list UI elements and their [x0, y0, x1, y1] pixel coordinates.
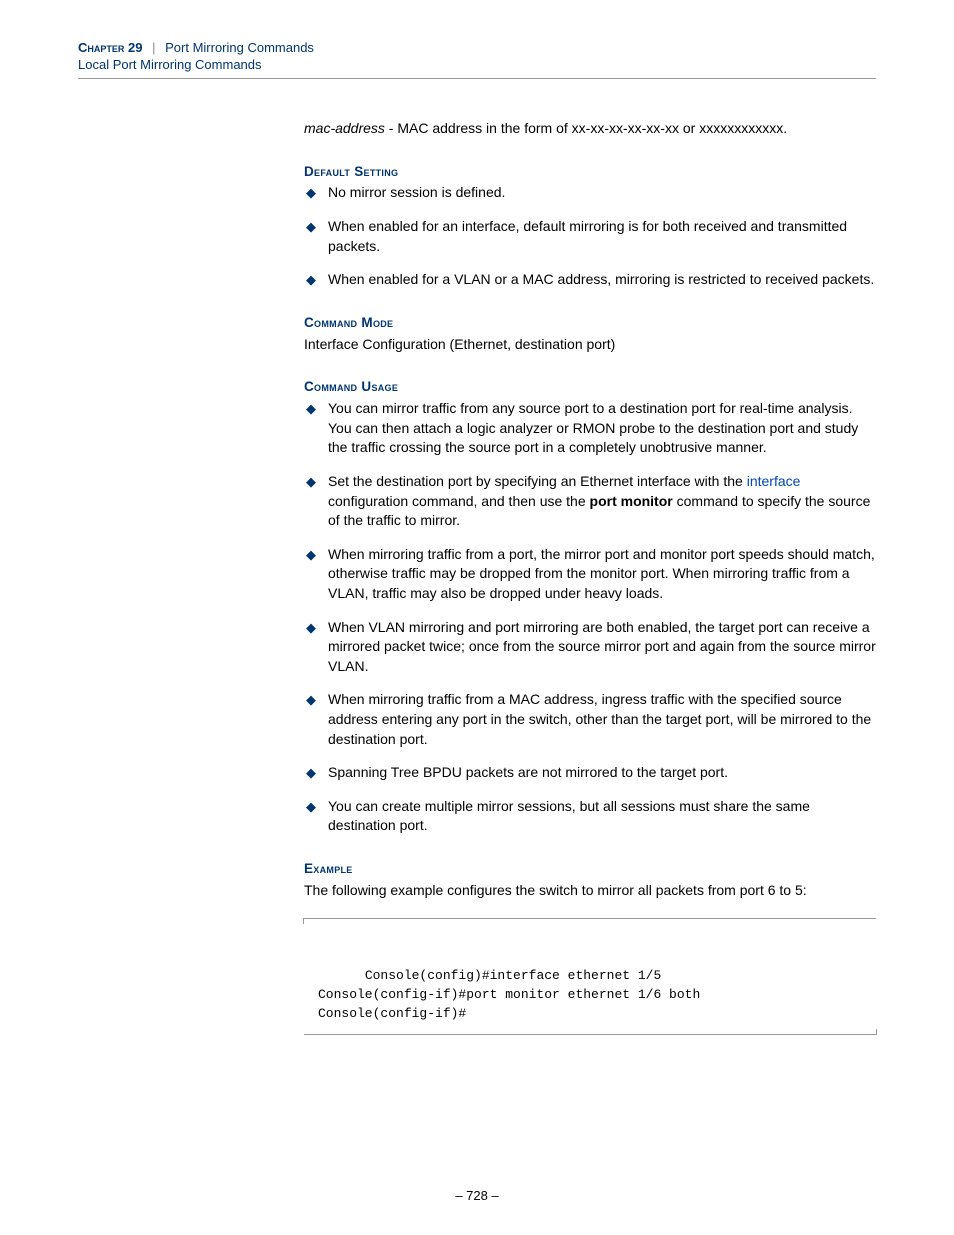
term-desc: - MAC address in the form of xx-xx-xx-xx… [385, 120, 787, 136]
list-item: When enabled for an interface, default m… [304, 217, 876, 256]
list-item: When VLAN mirroring and port mirroring a… [304, 618, 876, 677]
header-divider: | [152, 40, 155, 55]
list-item: When enabled for a VLAN or a MAC address… [304, 270, 876, 290]
list-item: Set the destination port by specifying a… [304, 472, 876, 531]
list-item: Spanning Tree BPDU packets are not mirro… [304, 763, 876, 783]
bold-port-monitor: port monitor [590, 493, 673, 509]
chapter-label: Chapter 29 [78, 40, 142, 55]
list-item: No mirror session is defined. [304, 183, 876, 203]
command-mode-body: Interface Configuration (Ethernet, desti… [304, 335, 876, 355]
section-command-usage: Command Usage [304, 378, 876, 397]
default-setting-list: No mirror session is defined. When enabl… [304, 183, 876, 289]
page-number: – 728 – [0, 1188, 954, 1203]
code-line: Console(config)#interface ethernet 1/5 [365, 968, 661, 983]
header-line-1: Chapter 29 | Port Mirroring Commands [78, 40, 876, 55]
corner-decoration [303, 918, 309, 924]
text-pre: Set the destination port by specifying a… [328, 473, 747, 489]
link-interface[interactable]: interface [747, 473, 801, 489]
term-mac-address: mac-address [304, 120, 385, 136]
documentation-page: Chapter 29 | Port Mirroring Commands Loc… [0, 0, 954, 1235]
text-mid: configuration command, and then use the [328, 493, 590, 509]
code-line: Console(config-if)# [318, 1006, 466, 1021]
page-header: Chapter 29 | Port Mirroring Commands Loc… [78, 40, 876, 79]
section-command-mode: Command Mode [304, 314, 876, 333]
header-subtitle: Local Port Mirroring Commands [78, 57, 876, 72]
chapter-title: Port Mirroring Commands [165, 40, 314, 55]
list-item: When mirroring traffic from a MAC addres… [304, 690, 876, 749]
command-usage-list: You can mirror traffic from any source p… [304, 399, 876, 836]
code-example: Console(config)#interface ethernet 1/5 C… [304, 918, 876, 1034]
section-example: Example [304, 860, 876, 879]
example-body: The following example configures the swi… [304, 881, 876, 901]
list-item: You can create multiple mirror sessions,… [304, 797, 876, 836]
page-content: mac-address - MAC address in the form of… [304, 119, 876, 1035]
section-default-setting: Default Setting [304, 163, 876, 182]
list-item: You can mirror traffic from any source p… [304, 399, 876, 458]
corner-decoration [871, 1029, 877, 1035]
intro-paragraph: mac-address - MAC address in the form of… [304, 119, 876, 139]
code-line: Console(config-if)#port monitor ethernet… [318, 987, 700, 1002]
list-item: When mirroring traffic from a port, the … [304, 545, 876, 604]
